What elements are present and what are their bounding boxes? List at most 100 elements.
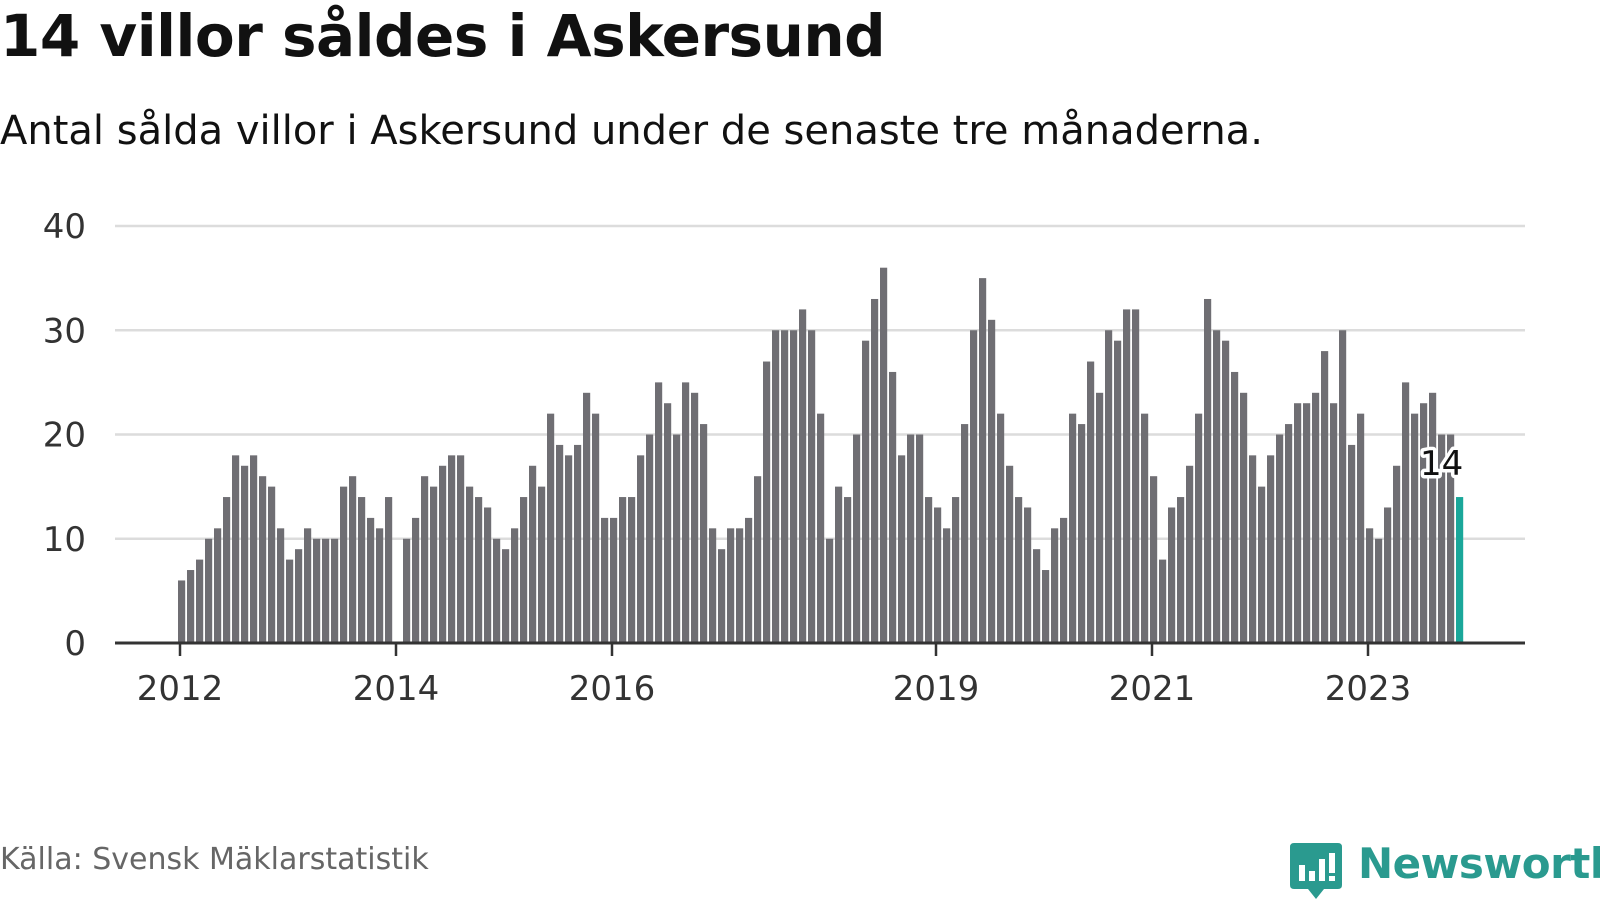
bar (898, 455, 906, 643)
bar (745, 517, 753, 643)
bar (925, 497, 933, 643)
bar (331, 538, 339, 643)
bar (439, 465, 447, 643)
bar (1258, 486, 1266, 643)
bar (1042, 570, 1050, 643)
bar (1411, 413, 1419, 643)
chart-title: 14 villor såldes i Askersund (0, 2, 886, 70)
brand-logo[interactable]: Newsworthy (1290, 839, 1600, 899)
bar (259, 476, 267, 643)
bar (1267, 455, 1275, 643)
bar (565, 455, 573, 643)
bar (1402, 382, 1410, 643)
bar (700, 424, 708, 643)
bar (709, 528, 717, 643)
bar (1438, 434, 1446, 643)
bar (574, 444, 582, 643)
bar (907, 434, 915, 643)
bar (205, 538, 213, 643)
bar (1114, 340, 1122, 643)
bar (1240, 392, 1248, 643)
bar (691, 392, 699, 643)
bar-chart: 0 10 20 30 40 2012 2014 2016 2019 2021 2023 14 (43, 207, 1525, 709)
bar (1168, 507, 1176, 643)
bar (178, 580, 186, 643)
bar (952, 497, 960, 643)
newsworthy-chart-bubble-icon (1290, 843, 1342, 899)
bar (1393, 465, 1401, 643)
bar (538, 486, 546, 643)
bar (340, 486, 348, 643)
bar (736, 528, 744, 643)
y-axis-labels: 0 10 20 30 40 (43, 207, 86, 664)
y-tick-label: 0 (64, 624, 86, 664)
bar (1186, 465, 1194, 643)
bar (934, 507, 942, 643)
bar (358, 497, 366, 643)
x-axis: 2012 2014 2016 2019 2021 2023 (115, 641, 1525, 709)
bar (961, 424, 969, 643)
bar (808, 330, 816, 643)
bar (1222, 340, 1230, 643)
bar (754, 476, 762, 643)
bar (1096, 392, 1104, 643)
bar (1366, 528, 1374, 643)
bar (763, 361, 771, 643)
bar (826, 538, 834, 643)
bar (367, 517, 375, 643)
bar (853, 434, 861, 643)
annotation-label: 14 (1420, 444, 1463, 484)
bar (1078, 424, 1086, 643)
bar (520, 497, 528, 643)
bar (1150, 476, 1158, 643)
bar (268, 486, 276, 643)
bar (871, 298, 879, 643)
bar (727, 528, 735, 643)
x-tick-label: 2021 (1109, 669, 1196, 709)
bar (430, 486, 438, 643)
bar (628, 497, 636, 643)
x-tick-label: 2014 (353, 669, 440, 709)
y-tick-label: 10 (43, 520, 86, 560)
bar (484, 507, 492, 643)
bar (385, 497, 393, 643)
bar (1132, 309, 1140, 643)
bar (214, 528, 222, 643)
bar (682, 382, 690, 643)
bar (673, 434, 681, 643)
bar (403, 538, 411, 643)
bar (511, 528, 519, 643)
x-tick-label: 2023 (1325, 669, 1412, 709)
bar (1105, 330, 1113, 643)
bar (916, 434, 924, 643)
bar (664, 403, 672, 643)
bar (790, 330, 798, 643)
bar (646, 434, 654, 643)
chart-subtitle: Antal sålda villor i Askersund under de … (0, 108, 1263, 154)
bar (1249, 455, 1257, 643)
bar (295, 549, 303, 643)
bar (637, 455, 645, 643)
bar (799, 309, 807, 643)
source-note: Källa: Svensk Mäklarstatistik (0, 842, 429, 877)
bar (322, 538, 330, 643)
bar (1177, 497, 1185, 643)
bar (1375, 538, 1383, 643)
bar (1213, 330, 1221, 643)
bar (232, 455, 240, 643)
bar (583, 392, 591, 643)
bar (979, 278, 987, 643)
bar (286, 559, 294, 643)
bar (772, 330, 780, 643)
bar (970, 330, 978, 643)
bar (502, 549, 510, 643)
bar (493, 538, 501, 643)
bar (1312, 392, 1320, 643)
bar (655, 382, 663, 643)
bar (1087, 361, 1095, 643)
bar (196, 559, 204, 643)
bar (1195, 413, 1203, 643)
bar (988, 319, 996, 643)
bar (1069, 413, 1077, 643)
bar (1015, 497, 1023, 643)
